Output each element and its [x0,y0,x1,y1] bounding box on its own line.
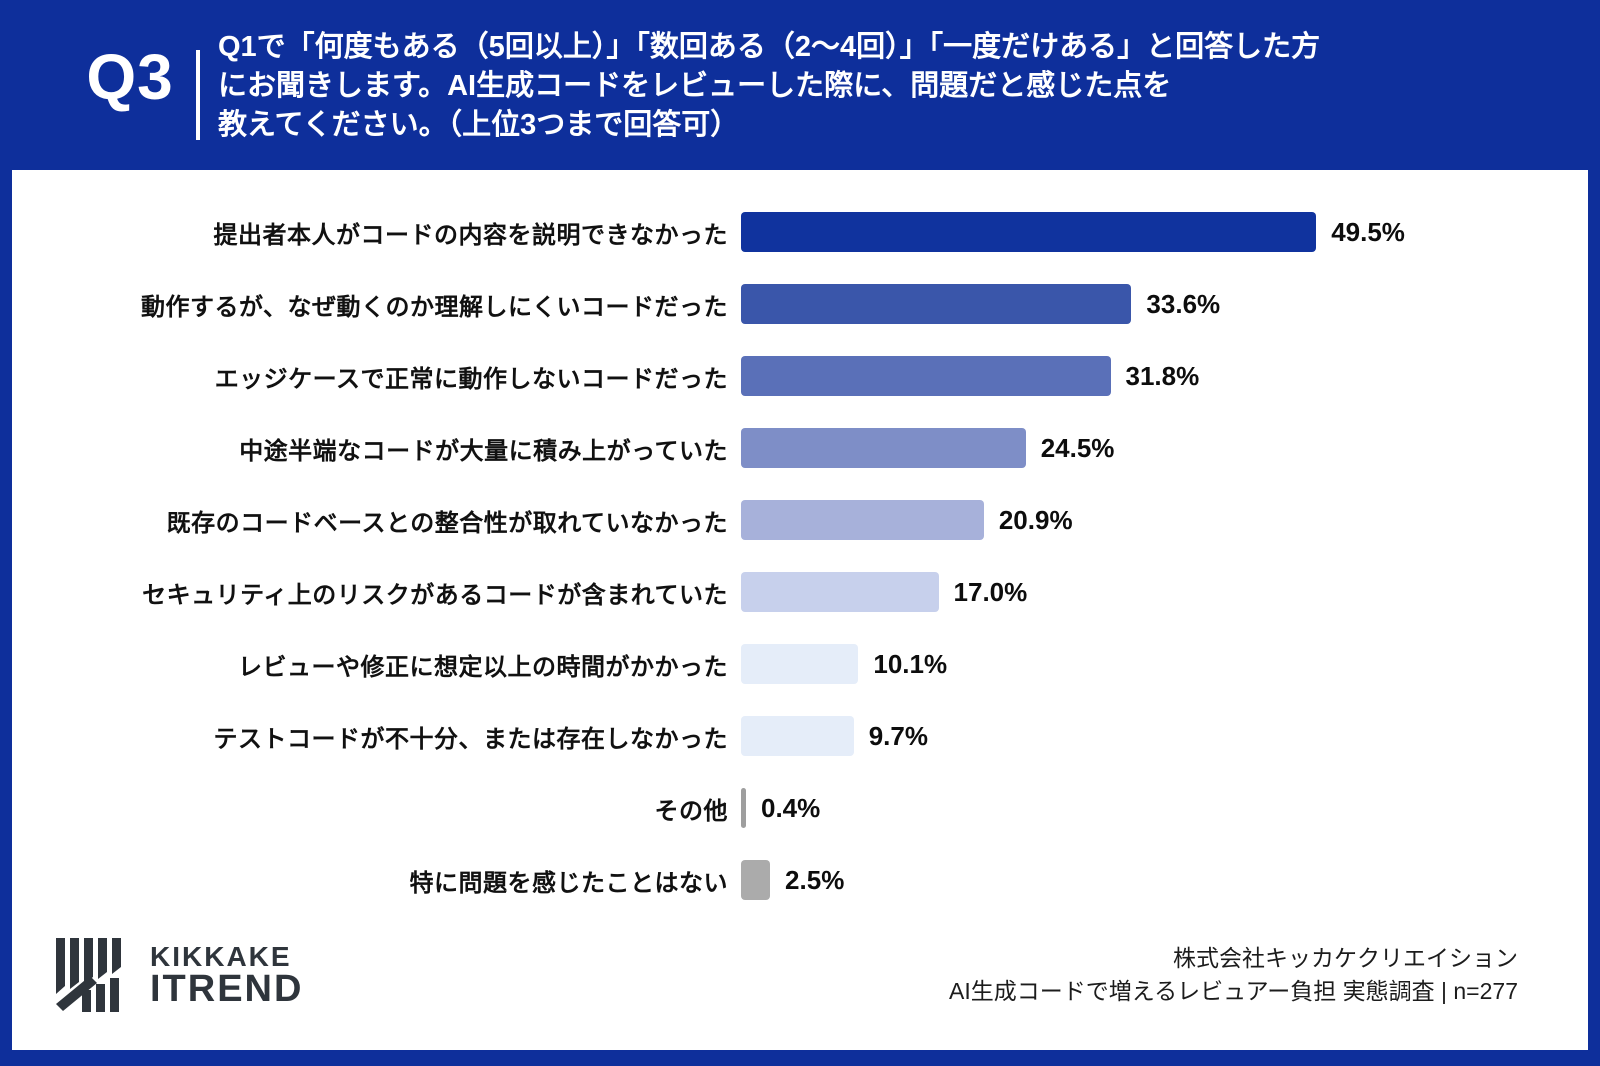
question-text: Q1で「何度もある（5回以上）」「数回ある（2〜4回）」「一度だけある」と回答し… [218,28,1320,145]
bar [741,284,1132,324]
bar [741,500,984,540]
bar-chart: 提出者本人がコードの内容を説明できなかった 49.5% 動作するが、なぜ動くのか理解… [12,196,1588,916]
logo-kikkake: KIKKAKE [150,940,292,972]
bar-value: 31.8% [1125,360,1200,391]
chart-row: 特に問題を感じたことはない 2.5% [12,844,1588,916]
bar-value: 33.6% [1146,288,1221,319]
chart-row: テストコードが不十分、または存在しなかった 9.7% [12,700,1588,772]
bar-label: テストコードが不十分、または存在しなかった [213,725,728,753]
bar-label: 提出者本人がコードの内容を説明できなかった [213,221,728,249]
chart-card: 提出者本人がコードの内容を説明できなかった 49.5% 動作するが、なぜ動くのか理解… [12,170,1588,1050]
chart-row: エッジケースで正常に動作しないコードだった 31.8% [12,340,1588,412]
question-line-2: にお聞きします。AI生成コードをレビューした際に、問題だと感じた点を [218,70,1172,102]
logo-itrend: ITREND [150,967,304,1010]
bar-label: 中途半端なコードが大量に積み上がっていた [239,437,728,465]
question-number: Q3 [86,41,174,113]
header-divider [196,50,200,140]
chart-row: その他 0.4% [12,772,1588,844]
bar-label: セキュリティ上のリスクがあるコードが含まれていた [142,581,728,609]
chart-row: 中途半端なコードが大量に積み上がっていた 24.5% [12,412,1588,484]
bar [741,428,1026,468]
chart-row: セキュリティ上のリスクがあるコードが含まれていた 17.0% [12,556,1588,628]
logo-bars-icon [52,932,140,1017]
chart-row: レビューや修正に想定以上の時間がかかった 10.1% [12,628,1588,700]
bar-label: その他 [654,797,728,825]
bar [741,788,746,828]
bar [741,644,859,684]
bar-value: 17.0% [953,576,1028,607]
bar [741,716,854,756]
chart-row: 提出者本人がコードの内容を説明できなかった 49.5% [12,196,1588,268]
bar [741,860,771,900]
bar-label: 動作するが、なぜ動くのか理解しにくいコードだった [140,293,728,321]
bar-label: レビューや修正に想定以上の時間がかかった [238,653,728,681]
bar [741,356,1111,396]
bar-value: 2.5% [785,864,845,895]
bar-value: 24.5% [1040,432,1115,463]
chart-row: 動作するが、なぜ動くのか理解しにくいコードだった 33.6% [12,268,1588,340]
bar-value: 49.5% [1331,216,1405,247]
source-survey: AI生成コードで増えるレビュアー負担 実態調査 | n=277 [949,978,1518,1004]
bar-label: エッジケースで正常に動作しないコードだった [214,365,728,393]
bar-value: 9.7% [868,720,928,751]
bar-value: 10.1% [873,648,948,679]
survey-source: 株式会社キッカケクリエイション AI生成コードで増えるレビュアー負担 実態調査 … [949,942,1518,1008]
bar-label: 既存のコードベースとの整合性が取れていなかった [166,509,728,537]
chart-row: 既存のコードベースとの整合性が取れていなかった 20.9% [12,484,1588,556]
question-line-3: 教えてください。（上位3つまで回答可） [218,109,740,141]
question-header: Q3 Q1で「何度もある（5回以上）」「数回ある（2〜4回）」「一度だけある」と… [0,0,1600,170]
kikkake-itrend-logo: KIKKAKE ITREND [52,932,303,1017]
bar [741,212,1317,252]
bar-label: 特に問題を感じたことはない [409,869,728,897]
source-company: 株式会社キッカケクリエイション [1173,945,1518,971]
bar-value: 20.9% [998,504,1073,535]
logo-text: KIKKAKE ITREND [150,940,304,1010]
question-line-1: Q1で「何度もある（5回以上）」「数回ある（2〜4回）」「一度だけある」と回答し… [218,31,1321,63]
bar-value: 0.4% [761,792,821,823]
bar [741,572,939,612]
